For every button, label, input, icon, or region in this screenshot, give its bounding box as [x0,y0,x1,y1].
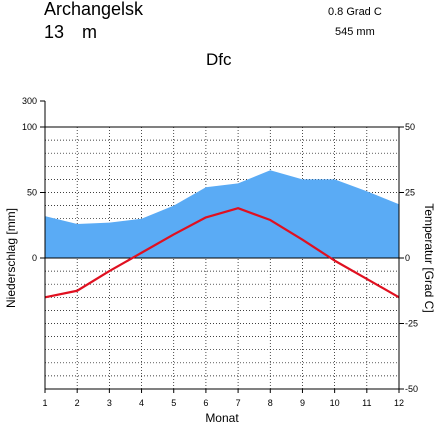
x-tick-label: 12 [394,398,404,408]
left-tick-label: 0 [32,253,37,263]
annual-precipitation: 545 mm [335,26,375,38]
right-tick-label: -50 [405,384,418,394]
elevation-value: 13 [44,22,65,42]
x-tick-label: 1 [42,398,47,408]
x-tick-label: 6 [203,398,208,408]
x-tick-label: 11 [362,398,371,408]
right-tick-label: 0 [405,253,410,263]
left-tick-label: 100 [22,122,37,132]
climate-classification: Dfc [206,50,232,69]
x-tick-label: 9 [300,398,305,408]
left-tick-label: 300 [22,96,37,106]
elevation-unit: m [82,22,97,42]
x-tick-label: 10 [330,398,340,408]
x-tick-label: 7 [236,398,241,408]
right-tick-label: 25 [405,188,415,198]
x-tick-label: 3 [107,398,112,408]
left-tick-label: 50 [27,188,37,198]
right-tick-label: -25 [405,319,418,329]
right-tick-label: 50 [405,122,415,132]
x-axis-label: Monat [205,411,239,425]
temperature-line [44,207,400,299]
y-axis-label-right: Temperatur [Grad C] [422,203,436,312]
x-tick-label: 8 [268,398,273,408]
annual-mean-temperature: 0.8 Grad C [328,6,382,18]
precipitation-area [45,170,399,258]
y-axis-label-left: Niederschlag [mm] [4,208,18,308]
station-name: Archangelsk [44,0,144,19]
x-tick-label: 4 [139,398,144,408]
x-tick-label: 5 [171,398,176,408]
x-tick-label: 2 [75,398,80,408]
